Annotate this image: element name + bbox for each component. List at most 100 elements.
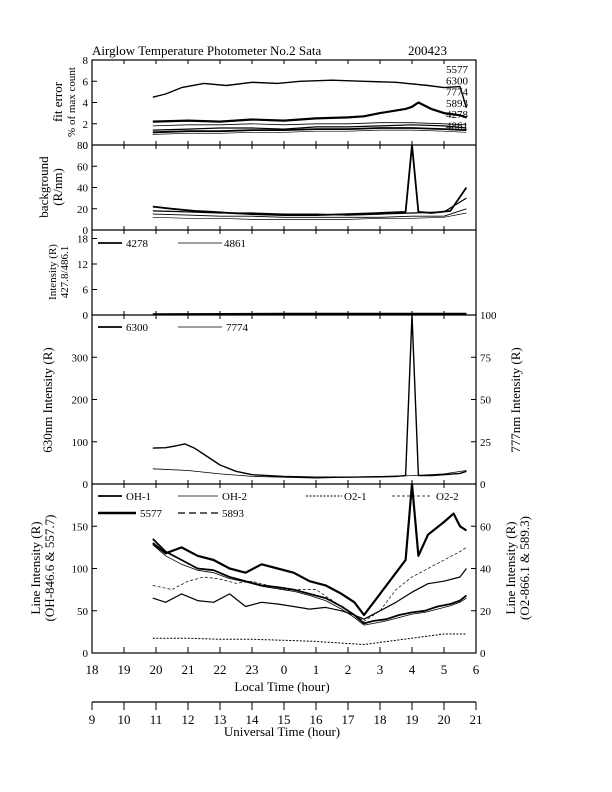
series-5893 bbox=[152, 568, 467, 620]
y-right-tick-label: 60 bbox=[480, 521, 492, 533]
y-right-tick-label: 40 bbox=[480, 564, 492, 576]
y-tick-label: 100 bbox=[72, 437, 89, 449]
local-tick-label: 3 bbox=[377, 662, 384, 677]
series-a bbox=[152, 144, 468, 217]
y-tick-label: 60 bbox=[77, 161, 89, 173]
series-4278 bbox=[152, 127, 467, 134]
local-tick-label: 4 bbox=[409, 662, 416, 677]
x-axis-label-local: Local Time (hour) bbox=[234, 679, 329, 694]
y-tick-label: 50 bbox=[77, 606, 89, 618]
legend-label-o22: O2-2 bbox=[436, 491, 459, 503]
background-ylabel: background bbox=[36, 156, 51, 218]
y-tick-label: 40 bbox=[77, 183, 89, 195]
ut-tick-label: 14 bbox=[246, 712, 260, 727]
local-tick-label: 19 bbox=[118, 662, 131, 677]
ut-tick-label: 17 bbox=[342, 712, 356, 727]
series-5577 bbox=[152, 482, 468, 617]
y-tick-label: 80 bbox=[77, 140, 89, 152]
y-tick-label: 300 bbox=[72, 352, 89, 364]
legend-label-oh1: OH-1 bbox=[126, 491, 151, 503]
y-tick-label: 12 bbox=[77, 259, 88, 271]
fit-error-label-6300: 6300 bbox=[446, 75, 469, 87]
fit-error-ylabel2: % of max count bbox=[66, 67, 78, 137]
y-right-tick-label: 75 bbox=[480, 352, 492, 364]
ut-tick-label: 15 bbox=[278, 712, 291, 727]
ut-tick-label: 16 bbox=[310, 712, 324, 727]
local-tick-label: 22 bbox=[214, 662, 227, 677]
ut-tick-label: 13 bbox=[214, 712, 227, 727]
local-tick-label: 6 bbox=[473, 662, 480, 677]
y-tick-label: 0 bbox=[83, 479, 89, 491]
ut-tick-label: 11 bbox=[150, 712, 163, 727]
legend-label-7774: 7774 bbox=[226, 322, 249, 334]
local-tick-label: 2 bbox=[345, 662, 352, 677]
series-5893 bbox=[152, 124, 467, 131]
y-tick-label: 150 bbox=[72, 521, 89, 533]
legend-label-4861: 4861 bbox=[224, 238, 246, 250]
series-6300 bbox=[152, 79, 468, 109]
legend-label-o21: O2-1 bbox=[344, 491, 367, 503]
legend-line-intensity: OH-1 OH-2 O2-1 O2-2 5577 5893 bbox=[98, 491, 459, 520]
y-tick-label: 0 bbox=[83, 648, 89, 660]
series-4861 bbox=[152, 129, 467, 135]
local-tick-label: 0 bbox=[281, 662, 288, 677]
background-ylabel2: (R/nm) bbox=[50, 168, 65, 206]
figure-title: Airglow Temperature Photometer No.2 Sata bbox=[92, 43, 322, 58]
series-7774 bbox=[152, 468, 467, 479]
y-tick-label: 18 bbox=[77, 234, 89, 246]
ut-tick-label: 12 bbox=[182, 712, 195, 727]
tick-marks bbox=[91, 59, 477, 710]
fit-error-label-5893: 5893 bbox=[446, 98, 469, 110]
series-4861 bbox=[152, 313, 467, 315]
series-c bbox=[152, 208, 467, 218]
y-tick-label: 200 bbox=[72, 395, 89, 407]
tick-labels: 0246802040608006121801002003000255075100… bbox=[72, 55, 498, 727]
y-tick-label: 2 bbox=[83, 119, 89, 131]
legend-label-5577: 5577 bbox=[140, 508, 163, 520]
local-tick-label: 21 bbox=[182, 662, 195, 677]
fit-error-ylabel: fit error bbox=[50, 81, 65, 122]
series-o2-2 bbox=[152, 547, 467, 622]
fit-error-label-5577: 5577 bbox=[446, 64, 469, 76]
local-tick-label: 20 bbox=[150, 662, 163, 677]
local-tick-label: 23 bbox=[246, 662, 259, 677]
series-7774 bbox=[152, 122, 467, 127]
legend-4278-4861: 4278 4861 bbox=[98, 238, 246, 250]
series-oh-2 bbox=[152, 544, 467, 626]
y-right-tick-label: 0 bbox=[480, 479, 486, 491]
series-d bbox=[152, 212, 467, 220]
ut-tick-label: 9 bbox=[89, 712, 96, 727]
legend-6300-7774: 6300 7774 bbox=[98, 322, 249, 334]
y-right-tick-label: 0 bbox=[480, 648, 486, 660]
y-tick-label: 0 bbox=[83, 310, 89, 322]
series-b bbox=[152, 197, 467, 216]
ut-tick-label: 18 bbox=[374, 712, 387, 727]
local-tick-label: 5 bbox=[441, 662, 448, 677]
ut-tick-label: 21 bbox=[470, 712, 483, 727]
y-tick-label: 0 bbox=[83, 225, 89, 237]
intensity-630-ylabel: 630nm Intensity (R) bbox=[40, 347, 55, 452]
y-tick-label: 20 bbox=[77, 204, 89, 216]
y-right-tick-label: 100 bbox=[480, 310, 497, 322]
legend-label-5893: 5893 bbox=[222, 508, 245, 520]
ut-tick-label: 20 bbox=[438, 712, 451, 727]
y-right-tick-label: 25 bbox=[480, 437, 492, 449]
y-tick-label: 100 bbox=[72, 564, 89, 576]
figure-date: 200423 bbox=[408, 43, 447, 58]
line-intensity-ylabel2: (OH-846.6 & 557.7) bbox=[42, 515, 57, 622]
legend-label-oh2: OH-2 bbox=[222, 491, 247, 503]
local-tick-label: 1 bbox=[313, 662, 320, 677]
y-tick-label: 8 bbox=[83, 55, 89, 67]
legend-label-6300: 6300 bbox=[126, 322, 149, 334]
series-o2-1 bbox=[152, 633, 467, 645]
line-intensity-ylabel: Line Intensity (R) bbox=[28, 521, 43, 614]
line-intensity-right-ylabel: Line Intensity (R) bbox=[503, 521, 518, 614]
y-tick-label: 6 bbox=[83, 76, 89, 88]
intensity-blue-ylabel2: 427.8/486.1 bbox=[59, 246, 71, 299]
y-right-tick-label: 20 bbox=[480, 606, 492, 618]
fit-error-label-4278: 4278 bbox=[446, 109, 469, 121]
y-tick-label: 6 bbox=[83, 285, 89, 297]
x-axis-label-ut: Universal Time (hour) bbox=[224, 724, 340, 739]
series-oh-1 bbox=[152, 538, 467, 625]
